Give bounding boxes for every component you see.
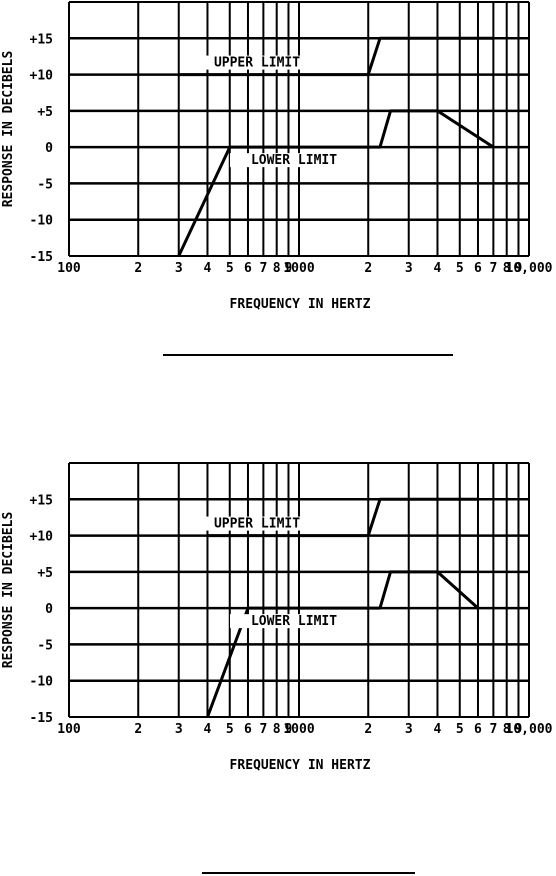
x-tick-label: 9 [515,722,523,737]
x-tick-label: 1000 [283,722,314,737]
x-tick-label: 5 [456,722,464,737]
lower-limit-label-bg [230,614,358,629]
x-tick-label: 4 [434,722,442,737]
upper-limit-label: UPPER LIMIT [214,517,300,532]
x-tick-label: 5 [456,261,464,276]
y-tick-label: 0 [45,141,53,156]
x-tick-label: 10,000 [506,261,553,276]
y-tick-label: +15 [30,493,53,508]
x-tick-label: 7 [489,261,497,276]
x-tick-label: 5 [226,722,234,737]
y-tick-label: 0 [45,602,53,617]
x-tick-label: 6 [474,261,482,276]
x-tick-label: 4 [204,261,212,276]
x-tick-label: 9 [515,261,523,276]
lower-limit-label: LOWER LIMIT [251,614,337,629]
lower-limit-line [177,109,495,257]
x-axis-title: FREQUENCY IN HERTZ [230,758,371,773]
x-tick-label: 8 [273,722,281,737]
x-tick-label: 4 [434,261,442,276]
x-tick-label: 2 [364,722,372,737]
x-axis-title: FREQUENCY IN HERTZ [230,297,371,312]
y-tick-label: +5 [37,566,53,581]
upper-limit-label-bg [193,55,321,70]
y-axis-title: RESPONSE IN DECIBELS [1,512,16,669]
x-tick-label: 9 [285,722,293,737]
separator-rule-2 [202,872,415,874]
x-tick-label: 7 [259,261,267,276]
x-tick-label: 8 [503,722,511,737]
y-tick-label: -5 [37,638,53,653]
lower-limit-label-bg [230,153,358,168]
y-tick-label: -15 [30,250,53,265]
x-tick-label: 3 [175,722,183,737]
x-tick-label: 7 [259,722,267,737]
y-tick-label: -5 [37,177,53,192]
x-tick-label: 100 [57,722,81,737]
x-tick-label: 6 [244,722,252,737]
x-tick-label: 1000 [283,261,314,276]
x-tick-label: 6 [474,722,482,737]
x-tick-label: 9 [285,261,293,276]
x-tick-label: 4 [204,722,212,737]
separator-rule-1 [163,354,453,356]
upper-limit-label: UPPER LIMIT [214,56,300,71]
x-tick-label: 10,000 [506,722,553,737]
y-tick-label: +5 [37,105,53,120]
x-tick-label: 8 [273,261,281,276]
x-tick-label: 8 [503,261,511,276]
upper-limit-line [207,497,478,538]
y-tick-label: +10 [30,69,54,84]
lower-limit-label: LOWER LIMIT [251,153,337,168]
y-tick-label: -10 [30,214,54,229]
upper-limit-line [178,36,494,77]
y-axis-title: RESPONSE IN DECIBELS [1,51,16,208]
y-tick-label: +15 [30,32,53,47]
y-tick-label: -10 [30,675,54,690]
x-tick-label: 3 [175,261,183,276]
x-tick-label: 2 [134,261,142,276]
upper-limit-label-bg [193,516,321,531]
x-tick-label: 3 [405,722,413,737]
x-tick-label: 2 [364,261,372,276]
x-tick-label: 100 [57,261,81,276]
x-tick-label: 6 [244,261,252,276]
x-tick-label: 2 [134,722,142,737]
y-tick-label: +10 [30,530,54,545]
x-tick-label: 3 [405,261,413,276]
x-tick-label: 7 [489,722,497,737]
y-tick-label: -15 [30,711,53,726]
x-tick-label: 5 [226,261,234,276]
